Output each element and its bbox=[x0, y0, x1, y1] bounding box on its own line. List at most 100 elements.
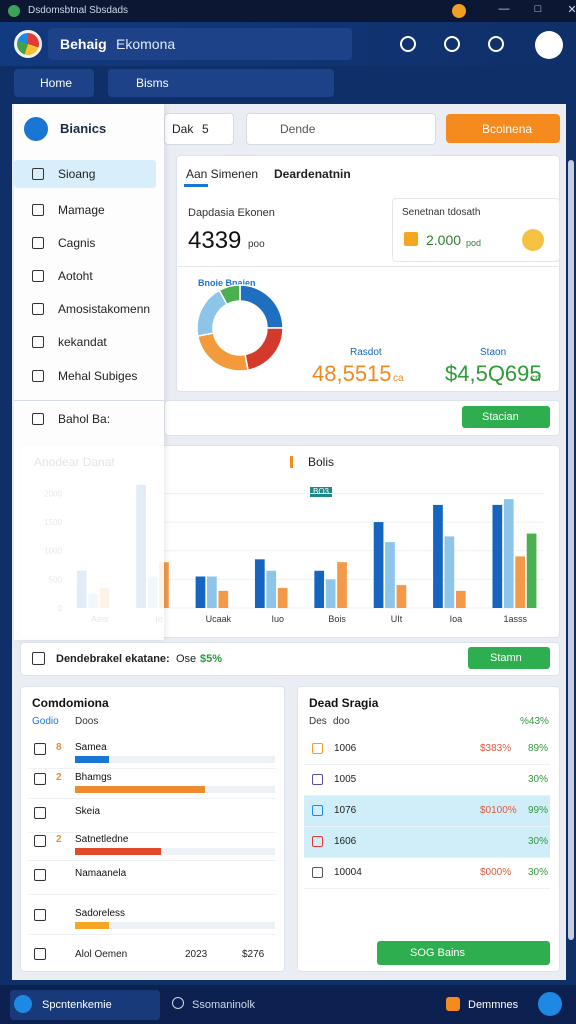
progress-bar bbox=[75, 922, 109, 929]
scrollbar bbox=[568, 160, 574, 940]
x-tick-label: Ioa bbox=[450, 614, 463, 624]
footer-right[interactable]: Demmnes bbox=[468, 999, 519, 1011]
sidebar-item[interactable]: Sioang bbox=[58, 167, 96, 181]
metric2-unit: cn bbox=[530, 373, 541, 384]
sidebar-icon bbox=[32, 370, 44, 382]
status-note: Ose bbox=[176, 653, 197, 665]
row-id: 1005 bbox=[334, 774, 357, 785]
bar bbox=[455, 590, 466, 608]
row-icon bbox=[312, 805, 323, 816]
nav-home[interactable] bbox=[14, 69, 94, 97]
row-divider bbox=[304, 857, 550, 858]
row-pct: 30% bbox=[528, 836, 549, 847]
footer-fab[interactable] bbox=[538, 992, 562, 1016]
sidebar-icon bbox=[32, 303, 44, 315]
row-change: $0100% bbox=[480, 805, 517, 816]
card bbox=[176, 155, 560, 392]
sidebar-item[interactable]: Mehal Subiges bbox=[58, 369, 138, 383]
title-bar bbox=[0, 0, 576, 22]
progress-bar bbox=[75, 848, 161, 855]
stat-label: Dapdasia Ekonen bbox=[188, 207, 275, 219]
item-label: Satnetledne bbox=[75, 834, 129, 845]
header-icon[interactable] bbox=[488, 36, 504, 52]
footer-icon bbox=[172, 997, 184, 1009]
avatar[interactable] bbox=[535, 31, 563, 59]
sidebar-active bbox=[14, 160, 156, 188]
side-box bbox=[392, 198, 560, 262]
app-icon bbox=[8, 5, 20, 17]
row-id: 1006 bbox=[334, 743, 357, 754]
filter-button-label: Stacian bbox=[482, 411, 519, 423]
sidebar-icon bbox=[32, 168, 44, 180]
stat-unit: poo bbox=[248, 239, 265, 250]
x-tick-label: UIt bbox=[391, 614, 403, 624]
donut-slice bbox=[244, 327, 284, 372]
item-icon bbox=[34, 869, 46, 881]
sidebar-item[interactable]: Amosistakomenn bbox=[58, 302, 151, 316]
x-tick-label: Iuo bbox=[272, 614, 285, 624]
bar bbox=[337, 562, 347, 608]
item-icon bbox=[34, 948, 46, 960]
section-title: Bnoie Bnaien bbox=[198, 278, 256, 288]
window-title: Dsdomsbtnal Sbsdads bbox=[28, 5, 129, 16]
sidebar-item[interactable]: Mamage bbox=[58, 203, 105, 217]
metric2-label: Staon bbox=[480, 347, 507, 358]
bar bbox=[218, 590, 229, 608]
row-divider bbox=[304, 826, 550, 827]
window-button[interactable]: ✕ bbox=[567, 4, 576, 16]
item-icon bbox=[34, 807, 46, 819]
sidebar-logo bbox=[24, 117, 48, 141]
sidebar-footer[interactable]: Bahol Ba: bbox=[58, 412, 111, 426]
window-button[interactable]: □ bbox=[534, 3, 542, 15]
sidebar-icon bbox=[32, 336, 44, 348]
tab[interactable]: Aan Simenen bbox=[186, 167, 259, 181]
workspace: Ekomona bbox=[116, 36, 176, 52]
window-button[interactable]: — bbox=[498, 3, 510, 15]
sidebar-item[interactable]: kekandat bbox=[58, 335, 107, 349]
sidebar-item[interactable]: Aotoht bbox=[58, 269, 93, 283]
filter-button[interactable] bbox=[462, 406, 550, 428]
row-highlight bbox=[304, 796, 550, 827]
sidebar-item[interactable]: Cagnis bbox=[58, 236, 96, 250]
nav-search[interactable] bbox=[108, 69, 334, 97]
donut-slice bbox=[218, 284, 241, 306]
footer-center[interactable]: Ssomaninolk bbox=[192, 999, 255, 1011]
search: Dende bbox=[280, 122, 316, 136]
nav-search-label: Bisms bbox=[136, 76, 169, 90]
item-icon bbox=[34, 835, 46, 847]
bar bbox=[325, 579, 336, 608]
period-select[interactable] bbox=[164, 113, 234, 145]
row-id: 10004 bbox=[334, 867, 362, 878]
right-button[interactable] bbox=[377, 941, 550, 965]
legend-label: Bolis bbox=[308, 455, 335, 469]
x-tick-label: Bois bbox=[328, 614, 346, 624]
progress-bar bbox=[75, 786, 205, 793]
row-change: $383% bbox=[480, 743, 512, 754]
row-divider bbox=[28, 768, 276, 769]
search-box[interactable] bbox=[246, 113, 436, 145]
row-pct: 30% bbox=[528, 774, 549, 785]
row-divider bbox=[28, 832, 276, 833]
right-button-label: SOG Bains bbox=[410, 947, 466, 959]
bar bbox=[277, 587, 288, 608]
row-pct: 99% bbox=[528, 805, 549, 816]
header-icon[interactable] bbox=[400, 36, 416, 52]
bar bbox=[444, 536, 455, 608]
stat-value: 4339 bbox=[188, 227, 242, 254]
item-badge: 2 bbox=[56, 834, 62, 845]
tab[interactable]: Deardenatnin bbox=[274, 167, 351, 181]
action-label: Bcoinena bbox=[482, 122, 533, 136]
item-badge: 8 bbox=[56, 742, 62, 753]
bar bbox=[503, 499, 514, 608]
metric2-value: $4,5Q695 bbox=[445, 361, 542, 386]
status-button[interactable] bbox=[468, 647, 550, 669]
header-icon[interactable] bbox=[444, 36, 460, 52]
row-divider bbox=[28, 860, 276, 861]
action-button[interactable] bbox=[446, 114, 560, 143]
row-icon bbox=[312, 743, 323, 754]
status-button-label: Stamn bbox=[490, 652, 522, 664]
side-label: Senetnan tdosath bbox=[402, 207, 481, 218]
right-header: doo bbox=[333, 716, 350, 727]
footer-left-box[interactable] bbox=[10, 990, 160, 1020]
